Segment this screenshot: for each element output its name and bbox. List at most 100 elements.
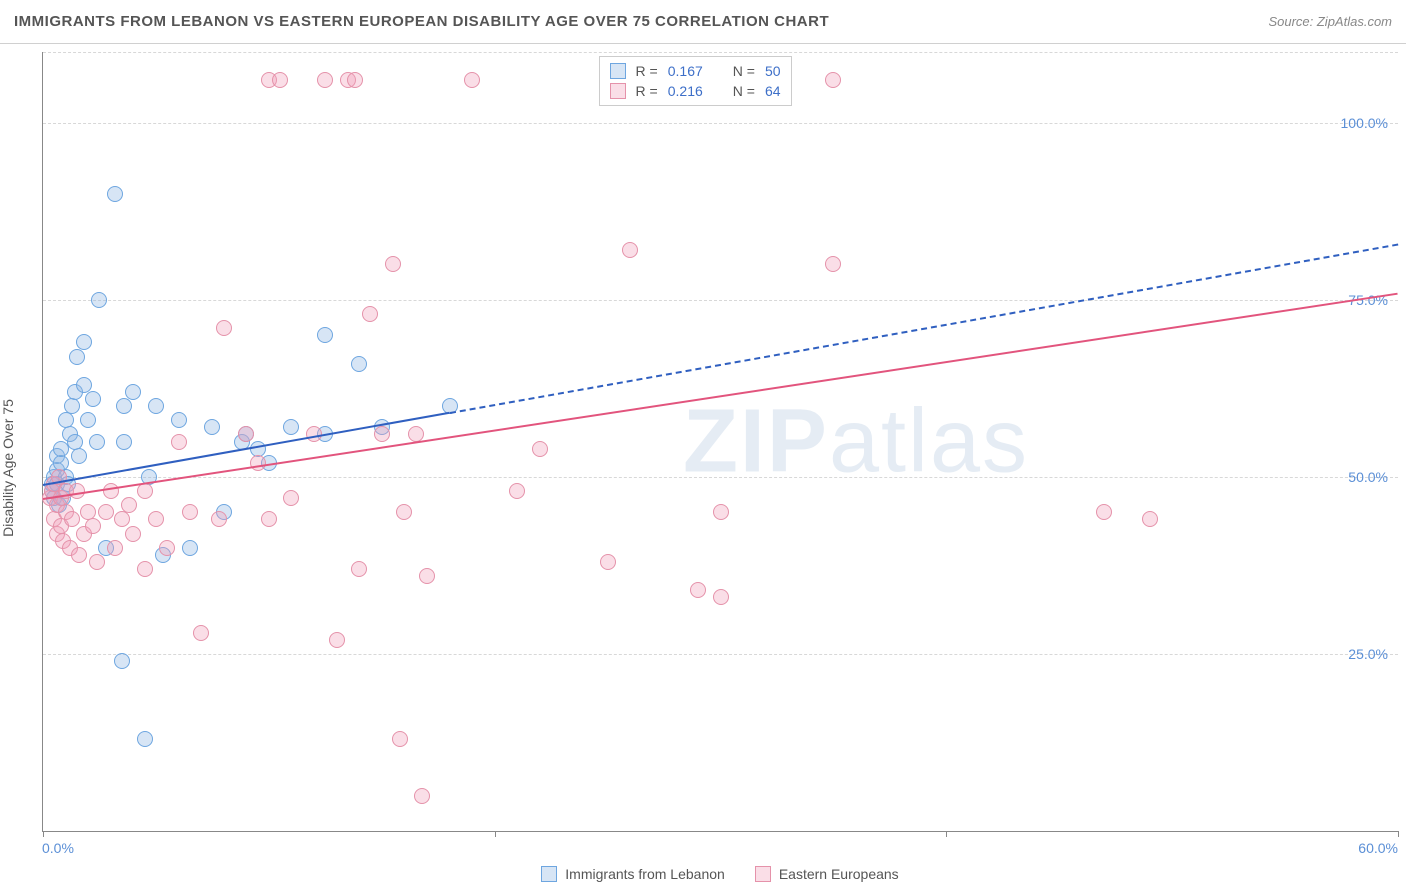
n-value: 64 [765,83,781,99]
scatter-point-eastern_euro [713,504,729,520]
scatter-point-eastern_euro [825,256,841,272]
x-tick [495,831,496,837]
scatter-point-eastern_euro [171,434,187,450]
r-value: 0.216 [668,83,703,99]
scatter-point-eastern_euro [385,256,401,272]
scatter-point-eastern_euro [103,483,119,499]
scatter-point-lebanon [148,398,164,414]
scatter-point-eastern_euro [690,582,706,598]
stats-row-lebanon: R =0.167N =50 [610,61,781,81]
plot-area: ZIPatlas R =0.167N =50R =0.216N =64 25.0… [42,52,1398,832]
scatter-point-eastern_euro [89,554,105,570]
gridline [43,123,1398,124]
scatter-point-eastern_euro [238,426,254,442]
legend-swatch-lebanon [541,866,557,882]
scatter-point-eastern_euro [464,72,480,88]
scatter-point-eastern_euro [159,540,175,556]
scatter-point-eastern_euro [107,540,123,556]
scatter-point-eastern_euro [211,511,227,527]
legend-item-lebanon: Immigrants from Lebanon [541,866,725,882]
scatter-point-lebanon [69,349,85,365]
scatter-point-lebanon [80,412,96,428]
scatter-point-eastern_euro [362,306,378,322]
scatter-point-eastern_euro [600,554,616,570]
scatter-point-lebanon [171,412,187,428]
legend-label: Immigrants from Lebanon [565,866,725,882]
legend-label: Eastern Europeans [779,866,899,882]
n-label: N = [733,83,755,99]
scatter-point-lebanon [64,398,80,414]
correlation-stats-box: R =0.167N =50R =0.216N =64 [599,56,792,106]
x-tick [43,831,44,837]
scatter-point-eastern_euro [414,788,430,804]
scatter-point-eastern_euro [825,72,841,88]
scatter-point-eastern_euro [71,547,87,563]
scatter-point-eastern_euro [121,497,137,513]
y-tick-label: 50.0% [1348,469,1388,485]
scatter-point-lebanon [91,292,107,308]
scatter-point-eastern_euro [283,490,299,506]
scatter-point-eastern_euro [509,483,525,499]
stats-row-eastern_euro: R = 0.216 N = 64 [610,81,781,101]
x-axis-label-min: 0.0% [42,840,74,856]
scatter-point-eastern_euro [272,72,288,88]
gridline [43,477,1398,478]
scatter-point-lebanon [317,327,333,343]
scatter-point-lebanon [76,334,92,350]
y-tick-label: 25.0% [1348,646,1388,662]
scatter-point-eastern_euro [347,72,363,88]
scatter-point-eastern_euro [85,518,101,534]
gridline [43,654,1398,655]
y-tick-label: 100.0% [1341,115,1388,131]
r-label: R = [636,83,658,99]
scatter-point-eastern_euro [114,511,130,527]
legend-swatch-eastern_euro [755,866,771,882]
scatter-point-eastern_euro [317,72,333,88]
scatter-point-eastern_euro [622,242,638,258]
scatter-point-eastern_euro [125,526,141,542]
scatter-point-eastern_euro [374,426,390,442]
scatter-point-lebanon [125,384,141,400]
scatter-point-eastern_euro [261,511,277,527]
scatter-point-eastern_euro [1142,511,1158,527]
scatter-point-eastern_euro [193,625,209,641]
trendline-lebanon [43,412,450,486]
scatter-point-lebanon [182,540,198,556]
x-tick [1398,831,1399,837]
scatter-point-eastern_euro [64,511,80,527]
gridline [43,52,1398,53]
scatter-point-eastern_euro [396,504,412,520]
scatter-point-lebanon [114,653,130,669]
source-attribution: Source: ZipAtlas.com [1268,14,1392,29]
scatter-point-lebanon [116,434,132,450]
scatter-point-eastern_euro [713,589,729,605]
scatter-point-lebanon [89,434,105,450]
scatter-point-lebanon [107,186,123,202]
swatch-lebanon [610,63,626,79]
scatter-point-eastern_euro [419,568,435,584]
scatter-point-eastern_euro [216,320,232,336]
legend: Immigrants from Lebanon Eastern Europeans [42,866,1398,882]
x-tick [946,831,947,837]
scatter-point-lebanon [116,398,132,414]
gridline [43,300,1398,301]
scatter-point-eastern_euro [532,441,548,457]
chart-title: IMMIGRANTS FROM LEBANON VS EASTERN EUROP… [14,13,829,30]
y-axis-title: Disability Age Over 75 [0,399,16,537]
scatter-point-eastern_euro [148,511,164,527]
scatter-point-eastern_euro [329,632,345,648]
trendline-eastern_euro [43,293,1398,500]
scatter-point-lebanon [351,356,367,372]
chart-wrap: Disability Age Over 75 ZIPatlas R =0.167… [0,44,1406,892]
r-label: R = [636,63,658,79]
scatter-point-eastern_euro [98,504,114,520]
scatter-point-eastern_euro [351,561,367,577]
swatch-eastern_euro [610,83,626,99]
x-axis-label-max: 60.0% [1358,840,1398,856]
scatter-point-eastern_euro [182,504,198,520]
scatter-point-lebanon [204,419,220,435]
scatter-point-eastern_euro [137,561,153,577]
title-bar: IMMIGRANTS FROM LEBANON VS EASTERN EUROP… [0,0,1406,44]
scatter-point-lebanon [137,731,153,747]
legend-item-eastern_euro: Eastern Europeans [755,866,899,882]
